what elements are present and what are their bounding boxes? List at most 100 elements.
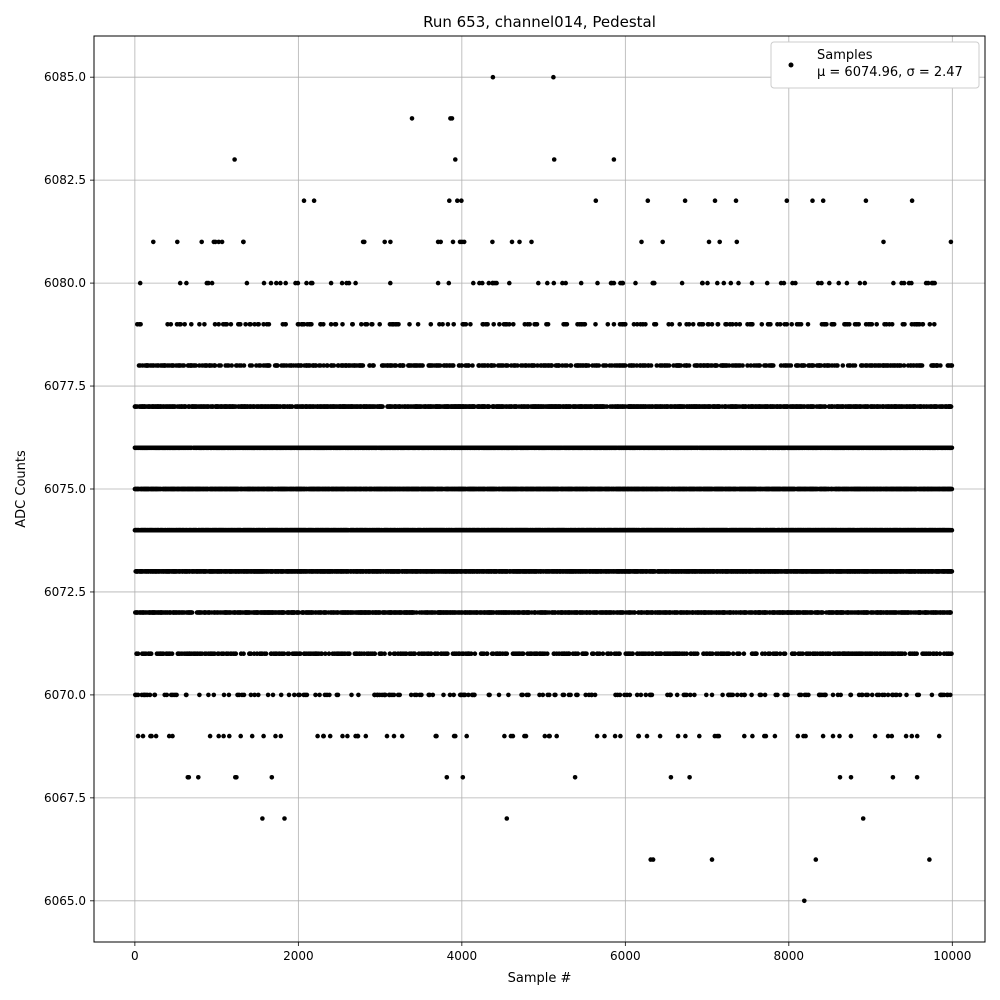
data-point	[297, 692, 302, 698]
data-point	[684, 692, 689, 698]
data-point	[502, 733, 507, 739]
data-point	[207, 733, 213, 739]
data-point	[782, 651, 788, 656]
data-point	[838, 692, 843, 698]
data-point	[355, 733, 361, 739]
data-point	[399, 733, 405, 739]
data-point	[445, 651, 450, 656]
data-point	[221, 692, 227, 698]
data-point	[504, 651, 510, 656]
data-point	[397, 692, 403, 698]
data-point	[848, 692, 854, 698]
data-point	[327, 692, 332, 698]
data-point	[848, 733, 854, 739]
data-point	[286, 651, 292, 656]
data-point	[211, 692, 217, 698]
data-point	[742, 692, 747, 698]
data-point	[523, 733, 529, 739]
data-point	[313, 692, 318, 698]
data-point	[345, 733, 350, 739]
data-point	[520, 651, 526, 656]
data-point	[749, 692, 754, 698]
data-point	[206, 692, 211, 698]
data-point	[594, 733, 600, 739]
data-point	[568, 692, 573, 698]
data-point	[643, 692, 649, 698]
data-point	[414, 692, 419, 698]
data-point	[241, 651, 246, 656]
data-point	[545, 651, 550, 656]
data-point	[830, 733, 836, 739]
data-point	[803, 733, 808, 739]
data-point	[695, 651, 700, 656]
data-point	[726, 651, 732, 656]
data-point	[630, 651, 635, 656]
data-point	[600, 651, 606, 656]
data-point	[684, 651, 689, 656]
data-point	[270, 692, 276, 698]
data-point	[795, 733, 801, 739]
data-point	[649, 692, 655, 698]
data-point	[792, 651, 798, 656]
data-point	[837, 733, 842, 739]
data-point	[170, 733, 175, 739]
data-point	[948, 610, 953, 615]
data-point	[164, 692, 170, 698]
data-point	[876, 692, 882, 698]
data-point	[419, 692, 424, 698]
data-point	[315, 733, 320, 739]
data-point	[252, 692, 257, 698]
data-point	[668, 692, 673, 698]
data-point	[323, 651, 328, 656]
data-point	[540, 692, 546, 698]
data-point	[709, 692, 715, 698]
data-point	[435, 651, 441, 656]
data-point	[929, 692, 935, 698]
data-point	[627, 692, 633, 698]
data-point	[737, 651, 742, 656]
data-points	[132, 74, 955, 904]
data-point	[255, 692, 261, 698]
data-point	[591, 651, 596, 656]
data-point	[520, 692, 525, 698]
data-point	[321, 733, 327, 739]
data-point	[575, 651, 581, 656]
data-point	[304, 692, 310, 698]
data-point	[286, 692, 292, 698]
data-point	[383, 692, 388, 698]
data-point	[710, 651, 715, 656]
data-point	[688, 692, 693, 698]
data-point	[785, 692, 790, 698]
data-point	[472, 692, 477, 698]
data-point	[387, 651, 393, 656]
data-point	[404, 651, 409, 656]
data-point	[720, 692, 725, 698]
data-point	[730, 692, 736, 698]
data-point	[904, 692, 909, 698]
data-point	[273, 733, 278, 739]
data-point	[602, 733, 607, 739]
data-point	[767, 651, 773, 656]
data-point	[553, 692, 558, 698]
data-point	[317, 692, 322, 698]
data-point	[894, 692, 899, 698]
data-point	[948, 692, 953, 698]
data-point	[889, 733, 895, 739]
data-point	[464, 733, 470, 739]
data-point	[820, 733, 826, 739]
data-point	[174, 692, 179, 698]
data-point	[506, 692, 511, 698]
data-point	[885, 692, 891, 698]
data-point	[592, 692, 598, 698]
data-point	[589, 692, 595, 698]
data-point	[349, 692, 354, 698]
data-point	[263, 651, 269, 656]
data-point	[347, 651, 352, 656]
data-point	[683, 733, 688, 739]
data-point	[934, 651, 940, 656]
data-point	[830, 692, 836, 698]
data-point	[212, 651, 217, 656]
data-point	[363, 733, 369, 739]
data-point	[249, 733, 255, 739]
data-point	[561, 692, 567, 698]
